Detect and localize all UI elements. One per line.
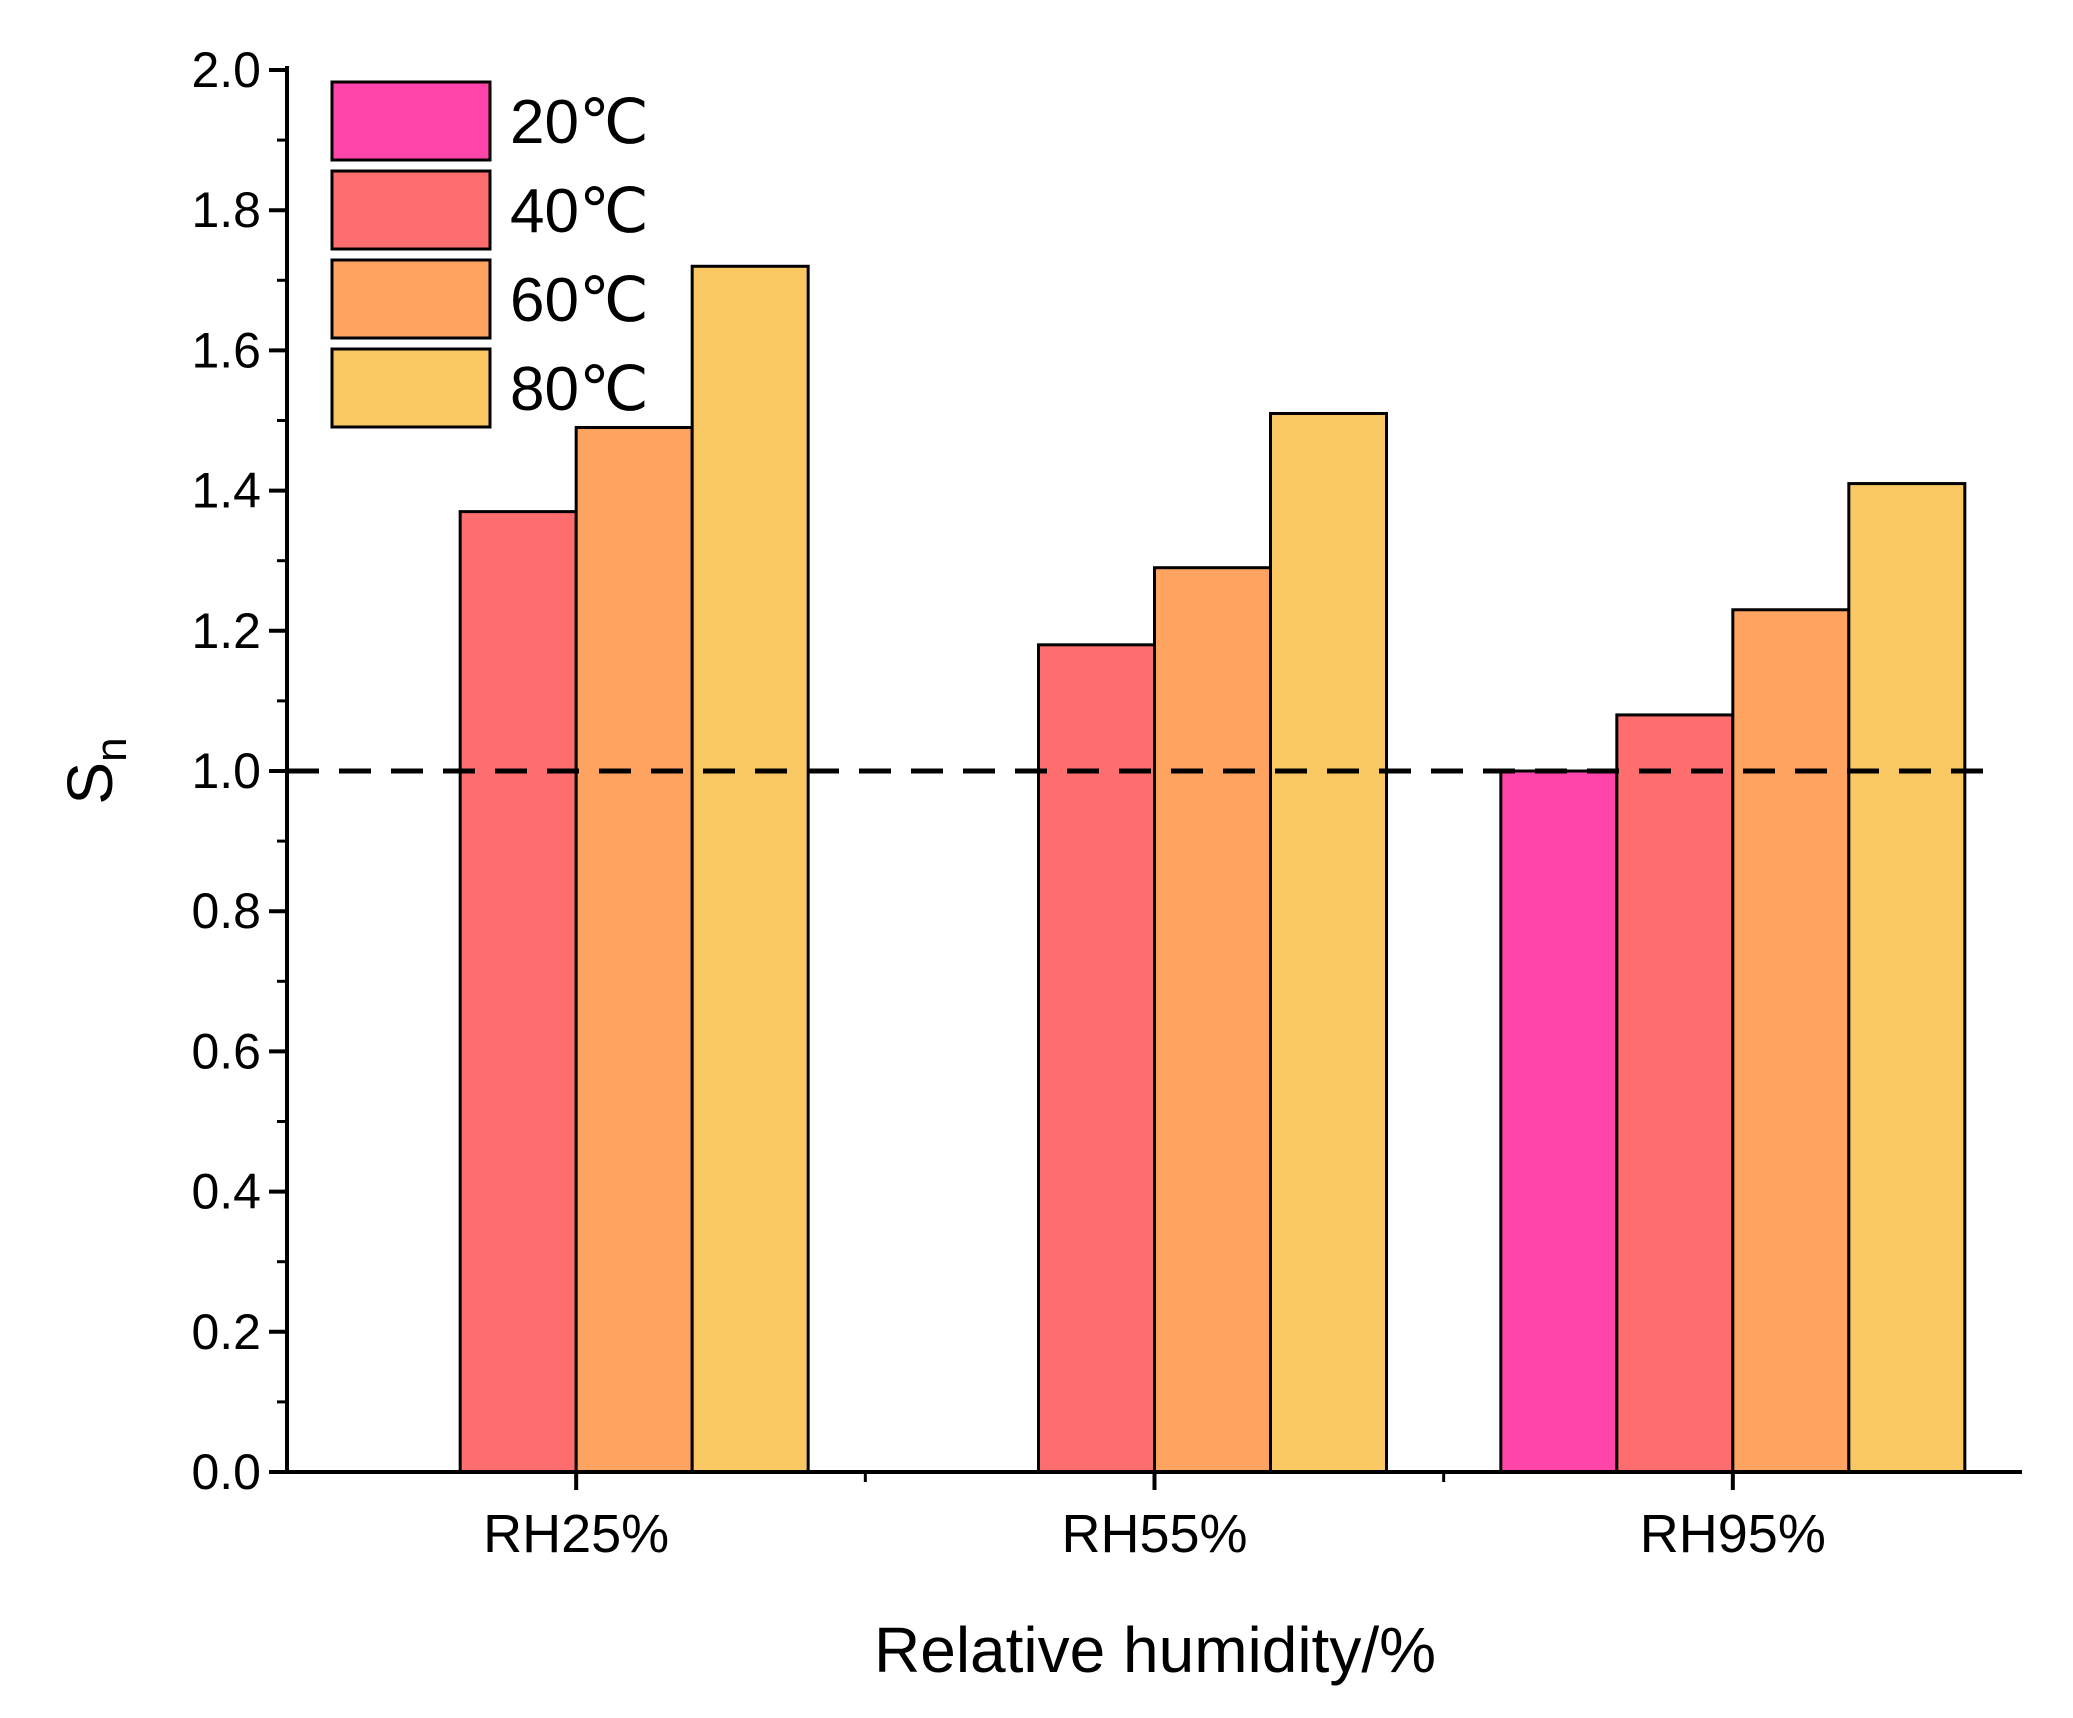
bar [1269,411,1388,1474]
y-tick-label: 0.0 [191,1444,261,1500]
legend-label: 40℃ [510,177,649,246]
y-tick-label: 1.6 [191,322,261,378]
bar [458,510,578,1474]
bar [1037,643,1156,1474]
x-tick-label: RH55% [1061,1504,1247,1564]
legend-swatch [330,347,492,429]
y-tick-label: 2.0 [191,42,261,98]
bar [1615,713,1735,1474]
legend-label: 80℃ [510,355,649,424]
y-tick-label: 0.2 [191,1304,261,1360]
bar [1731,608,1851,1474]
y-axis-title: Sn [54,737,136,804]
legend-label: 60℃ [510,266,649,335]
y-tick-label: 1.8 [191,182,261,238]
legend-swatch [330,80,492,162]
axes-group: 0.0 0.2 0.4 0.6 0.8 1.0 1.2 1.4 1.6 1.8 2.0 RH25% RH… [191,42,2022,1564]
bar [1499,769,1619,1474]
y-axis-title-main: S [54,762,126,805]
legend-swatch [330,258,492,340]
y-tick-label: 1.0 [191,743,261,799]
y-tick-label: 0.6 [191,1023,261,1079]
bar [690,264,810,1474]
bar [1153,566,1272,1474]
bars-group [458,264,1967,1474]
y-tick-label: 1.2 [191,603,261,659]
x-tick-label: RH95% [1640,1504,1826,1564]
y-axis-title-subscript: n [87,737,136,761]
legend: 20℃ 40℃ 60℃ 80℃ [330,80,649,429]
bar [1847,482,1967,1474]
y-tick-label: 1.4 [191,463,261,519]
legend-swatch [330,169,492,251]
bar [574,426,694,1474]
y-tick-label: 0.4 [191,1164,261,1220]
x-axis-title: Relative humidity/% [874,1614,1436,1686]
y-tick-label: 0.8 [191,883,261,939]
x-tick-label: RH25% [483,1504,669,1564]
legend-label: 20℃ [510,88,649,157]
